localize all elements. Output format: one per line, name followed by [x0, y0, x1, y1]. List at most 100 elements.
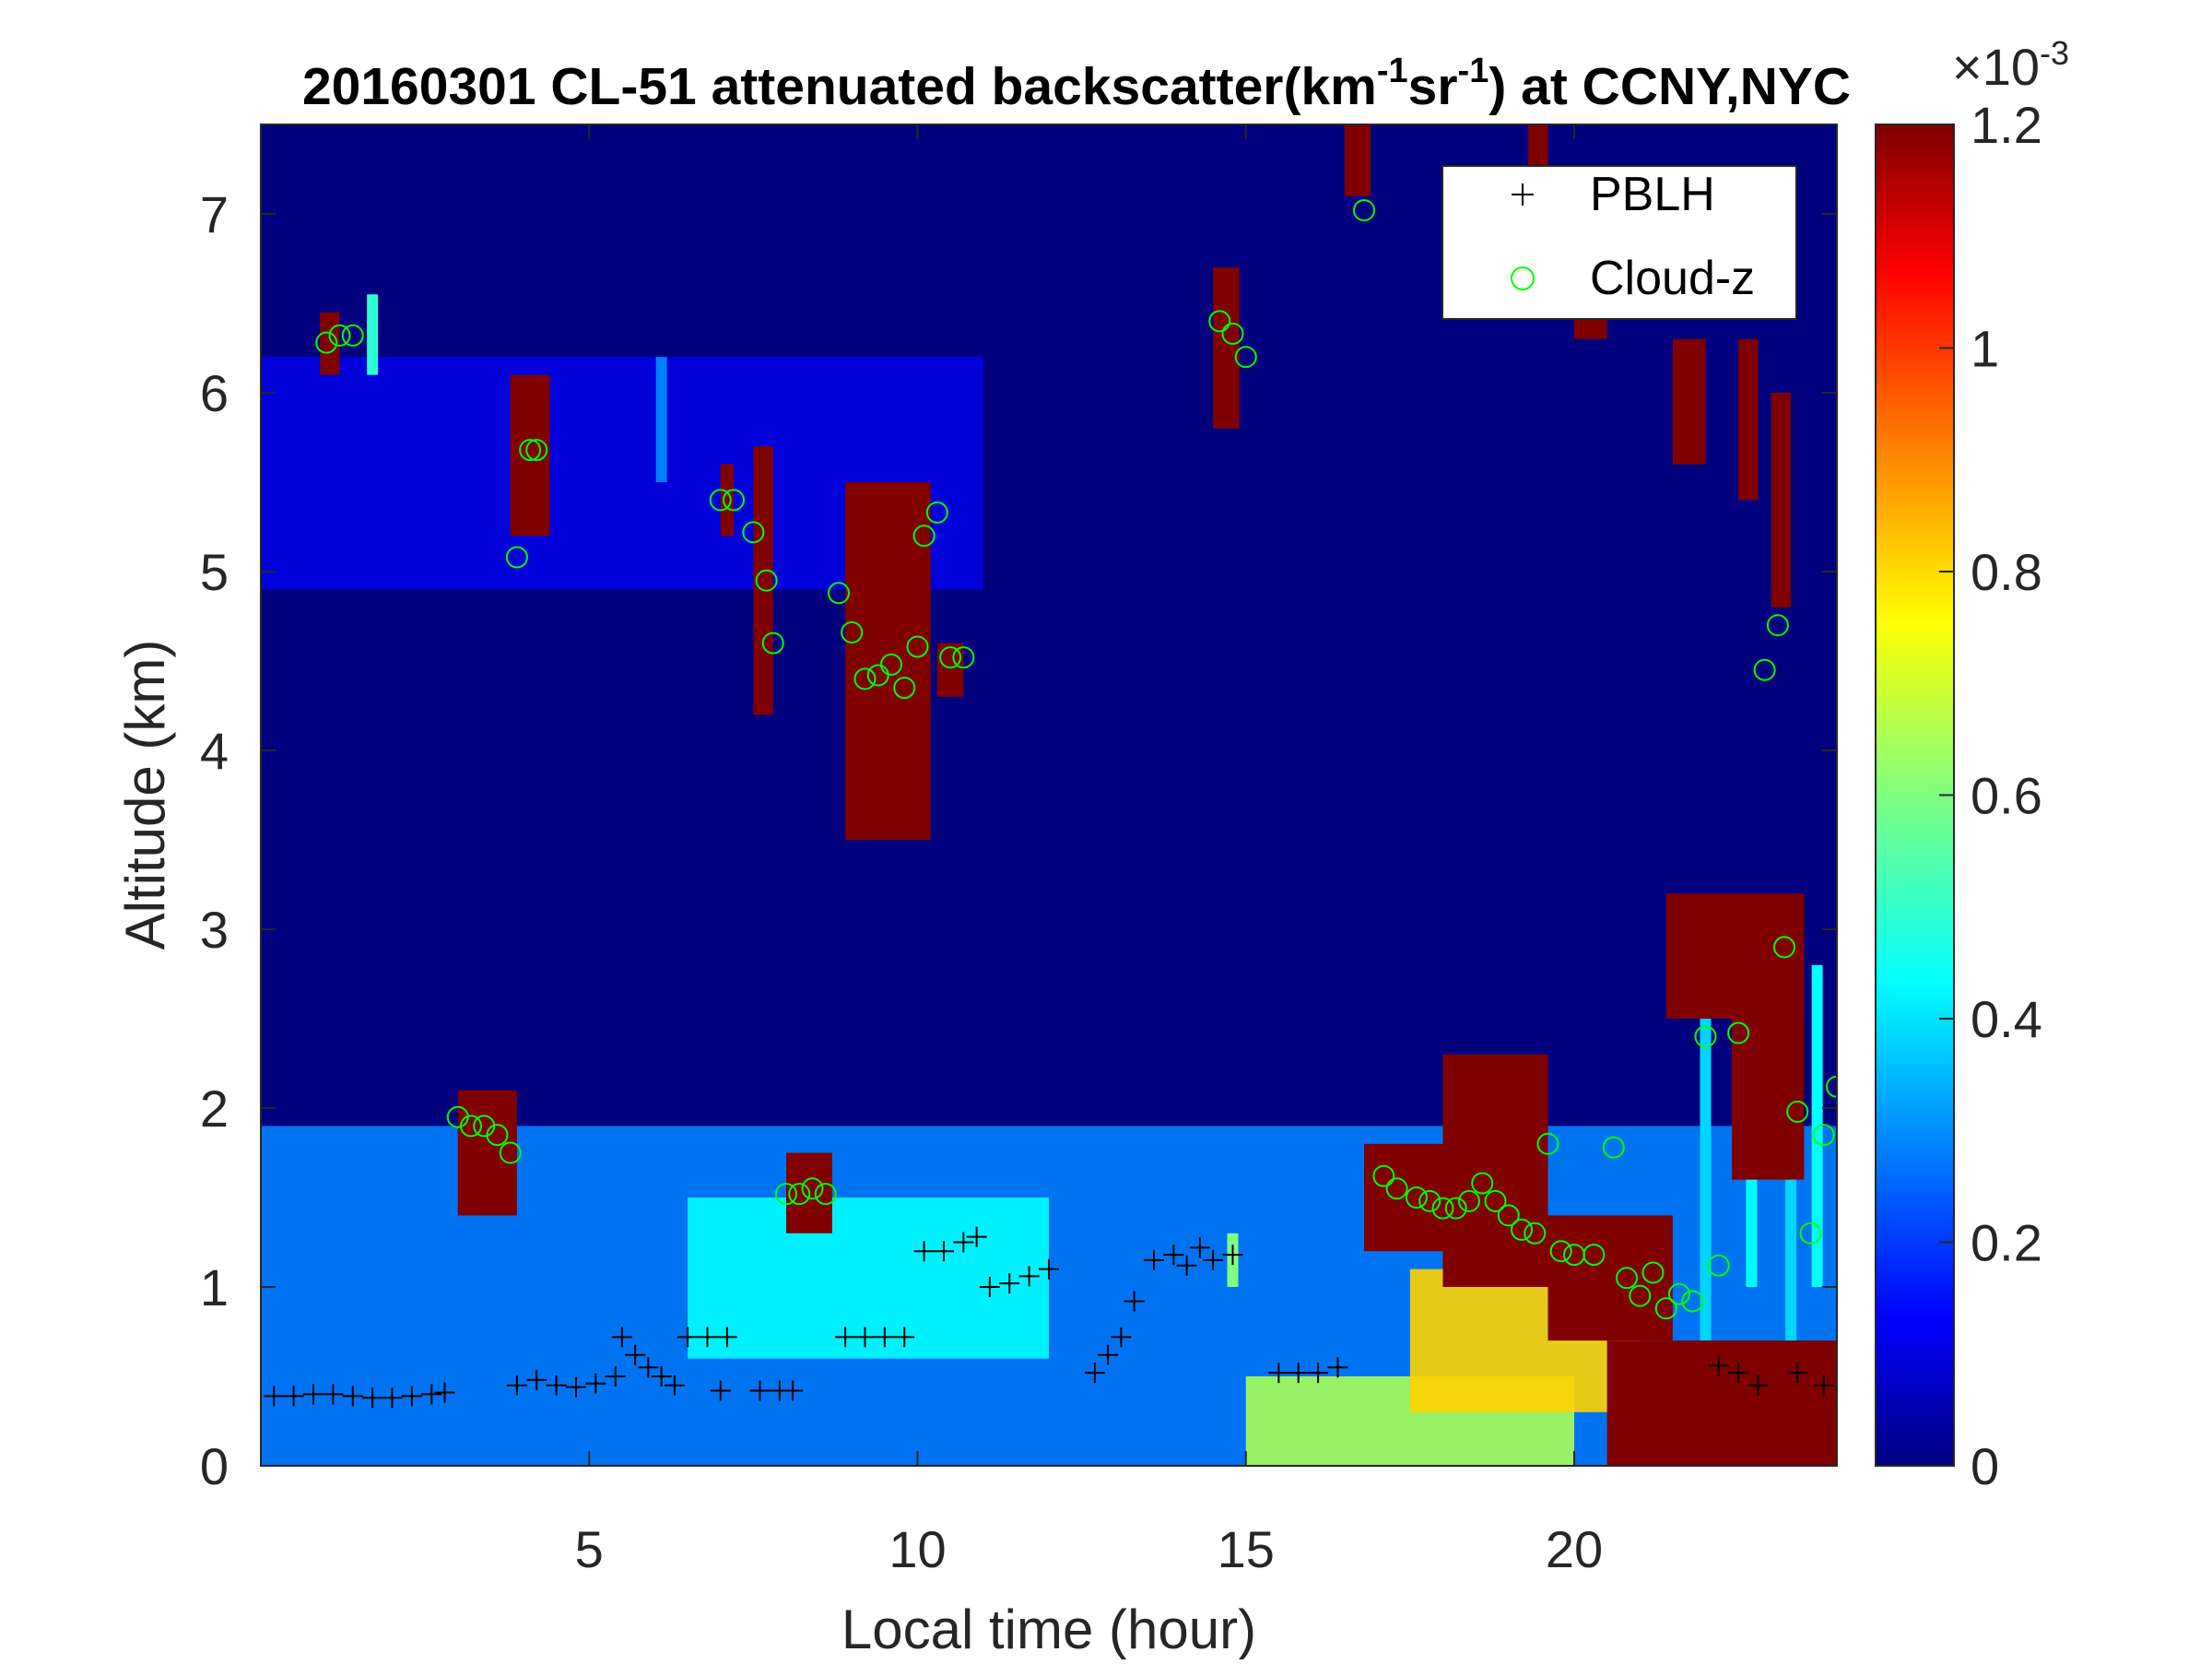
- heat-streak-4: [367, 294, 379, 375]
- pblh-marker-22: [697, 1327, 718, 1348]
- axes: 5 10 15 20 0 1 2 3 4 5 6 7: [200, 124, 1838, 1578]
- pblh-marker-28: [835, 1327, 856, 1348]
- pblh-marker-11: [526, 1369, 547, 1390]
- pblh-marker-20: [664, 1375, 685, 1396]
- cloud-z-marker-24: [880, 653, 902, 676]
- pblh-marker-56: [1747, 1375, 1769, 1396]
- cloud-z-marker-67: [1826, 1075, 1837, 1098]
- x-axis-ticks: 5 10 15 20: [575, 124, 1603, 1578]
- cloud-z-marker-58: [1694, 1025, 1717, 1048]
- cloud-z-marker-14: [755, 569, 778, 592]
- cloud-z-marker-45: [1511, 1218, 1533, 1241]
- legend-label-cloud-z: Cloud-z: [1590, 252, 1755, 305]
- pblh-marker-48: [1203, 1249, 1224, 1270]
- cloud-cell-10: [1364, 1143, 1443, 1252]
- cloud-z-marker-48: [1549, 1240, 1572, 1263]
- cloud-cell-13: [1606, 1340, 1837, 1466]
- pblh-marker-13: [566, 1376, 586, 1398]
- pblh-marker-24: [710, 1380, 731, 1401]
- pblh-marker-53: [1327, 1357, 1348, 1378]
- cloud-z-marker-26: [906, 635, 929, 658]
- chart-title: 20160301 CL-51 attenuated backscatter(km…: [302, 52, 1851, 116]
- cloud-z-marker-20: [828, 582, 850, 605]
- cloud-z-marker-8: [505, 546, 528, 569]
- cloud-cell-12: [1547, 1215, 1673, 1341]
- colorbar-tick-label-3: 0.6: [1971, 767, 2042, 825]
- cloud-z-marker-19: [814, 1183, 837, 1206]
- y-tick-label-3: 3: [200, 901, 229, 959]
- cloud-z-marker-57: [1681, 1290, 1704, 1313]
- pblh-marker-55: [1728, 1363, 1749, 1384]
- pblh-marker-40: [1084, 1363, 1105, 1384]
- pblh-marker-33: [934, 1241, 954, 1262]
- y-axis-ticks: 0 1 2 3 4 5 6 7: [200, 185, 1837, 1495]
- colorbar-tick-label-1: 0.2: [1971, 1214, 2042, 1272]
- cloud-cell-3: [720, 464, 734, 537]
- cloud-cell-17: [1738, 338, 1759, 501]
- cloud-z-marker-13: [742, 521, 765, 544]
- cloud-z-marker-40: [1444, 1197, 1467, 1220]
- cloud-z-marker-61: [1753, 658, 1776, 681]
- pblh-marker-4: [342, 1386, 363, 1407]
- cloud-z-marker-38: [1418, 1189, 1441, 1212]
- y-tick-label-6: 6: [200, 364, 229, 422]
- cloud-z-marker-12: [723, 489, 745, 512]
- cloud-z-marker-50: [1583, 1244, 1606, 1267]
- cloud-z-marker-69: [1853, 1026, 1874, 1046]
- cloud-z-marker-68: [1840, 1098, 1860, 1118]
- legend-box: [1441, 165, 1797, 320]
- pblh-marker-46: [1176, 1255, 1197, 1276]
- cloud-z-marker-15: [761, 631, 784, 655]
- cloud-z-marker-53: [1629, 1284, 1652, 1307]
- colorbar-tick-label-4: 0.8: [1971, 543, 2042, 601]
- cloud-z-marker-0: [315, 331, 338, 354]
- y-tick-label-7: 7: [200, 185, 229, 243]
- x-tick-label-3: 20: [1546, 1520, 1603, 1578]
- cloud-cell-7: [936, 643, 964, 697]
- pblh-marker-51: [1288, 1363, 1309, 1384]
- cloud-cell-2: [457, 1090, 517, 1216]
- x-axis-label: Local time (hour): [841, 1599, 1256, 1659]
- colorbar-tick-label-5: 1: [1971, 320, 1999, 378]
- cloud-z-marker-52: [1616, 1267, 1638, 1290]
- cloud-z-marker-63: [1773, 936, 1795, 959]
- colorbar-tick-label-6: 1.2: [1971, 96, 2042, 154]
- pblh-marker-32: [913, 1241, 935, 1262]
- y-tick-label-2: 2: [200, 1080, 229, 1138]
- pblh-marker-50: [1268, 1363, 1289, 1384]
- cloud-z-marker-36: [1385, 1177, 1408, 1200]
- cloud-z-marker-31: [1208, 310, 1231, 333]
- pblh-marker-29: [854, 1327, 876, 1348]
- cloud-z-marker-9: [519, 439, 542, 462]
- pblh-series: [264, 1226, 1834, 1409]
- x-tick-label-2: 15: [1218, 1520, 1275, 1578]
- pblh-marker-36: [979, 1277, 1000, 1297]
- cloud-z-marker-17: [788, 1183, 811, 1206]
- colorbar-ticks: 0 0.2 0.4 0.6 0.8 1 1.2: [1939, 96, 2042, 1495]
- pblh-marker-9: [434, 1382, 455, 1403]
- colorbar-exponent: ×10-3: [1952, 34, 2069, 96]
- pblh-marker-42: [1111, 1327, 1132, 1348]
- pblh-marker-25: [749, 1380, 771, 1401]
- heat-streak-5: [655, 357, 667, 482]
- cloud-z-marker-54: [1641, 1261, 1665, 1284]
- cloud-z-marker-16: [775, 1183, 797, 1206]
- cloud-z-marker-65: [1799, 1221, 1822, 1245]
- pblh-marker-41: [1098, 1344, 1119, 1365]
- cloud-z-marker-51: [1602, 1136, 1625, 1159]
- pblh-marker-45: [1163, 1245, 1184, 1266]
- pblh-marker-5: [362, 1387, 383, 1409]
- cloud-z-marker-4: [460, 1115, 482, 1138]
- colorbar-tick-label-2: 0.4: [1971, 990, 2042, 1048]
- pblh-marker-27: [782, 1380, 804, 1401]
- legend-marker-pblh: [1512, 183, 1534, 206]
- pblh-marker-35: [966, 1226, 987, 1247]
- y-axis-label: Altitude (km): [114, 640, 176, 950]
- cloud-z-marker-55: [1654, 1297, 1677, 1320]
- pblh-marker-43: [1124, 1291, 1145, 1312]
- cloud-z-marker-34: [1353, 199, 1375, 222]
- heat-layer-1: [688, 1198, 1049, 1359]
- x-tick-label-1: 10: [888, 1520, 946, 1578]
- cloud-cell-18: [1771, 393, 1792, 608]
